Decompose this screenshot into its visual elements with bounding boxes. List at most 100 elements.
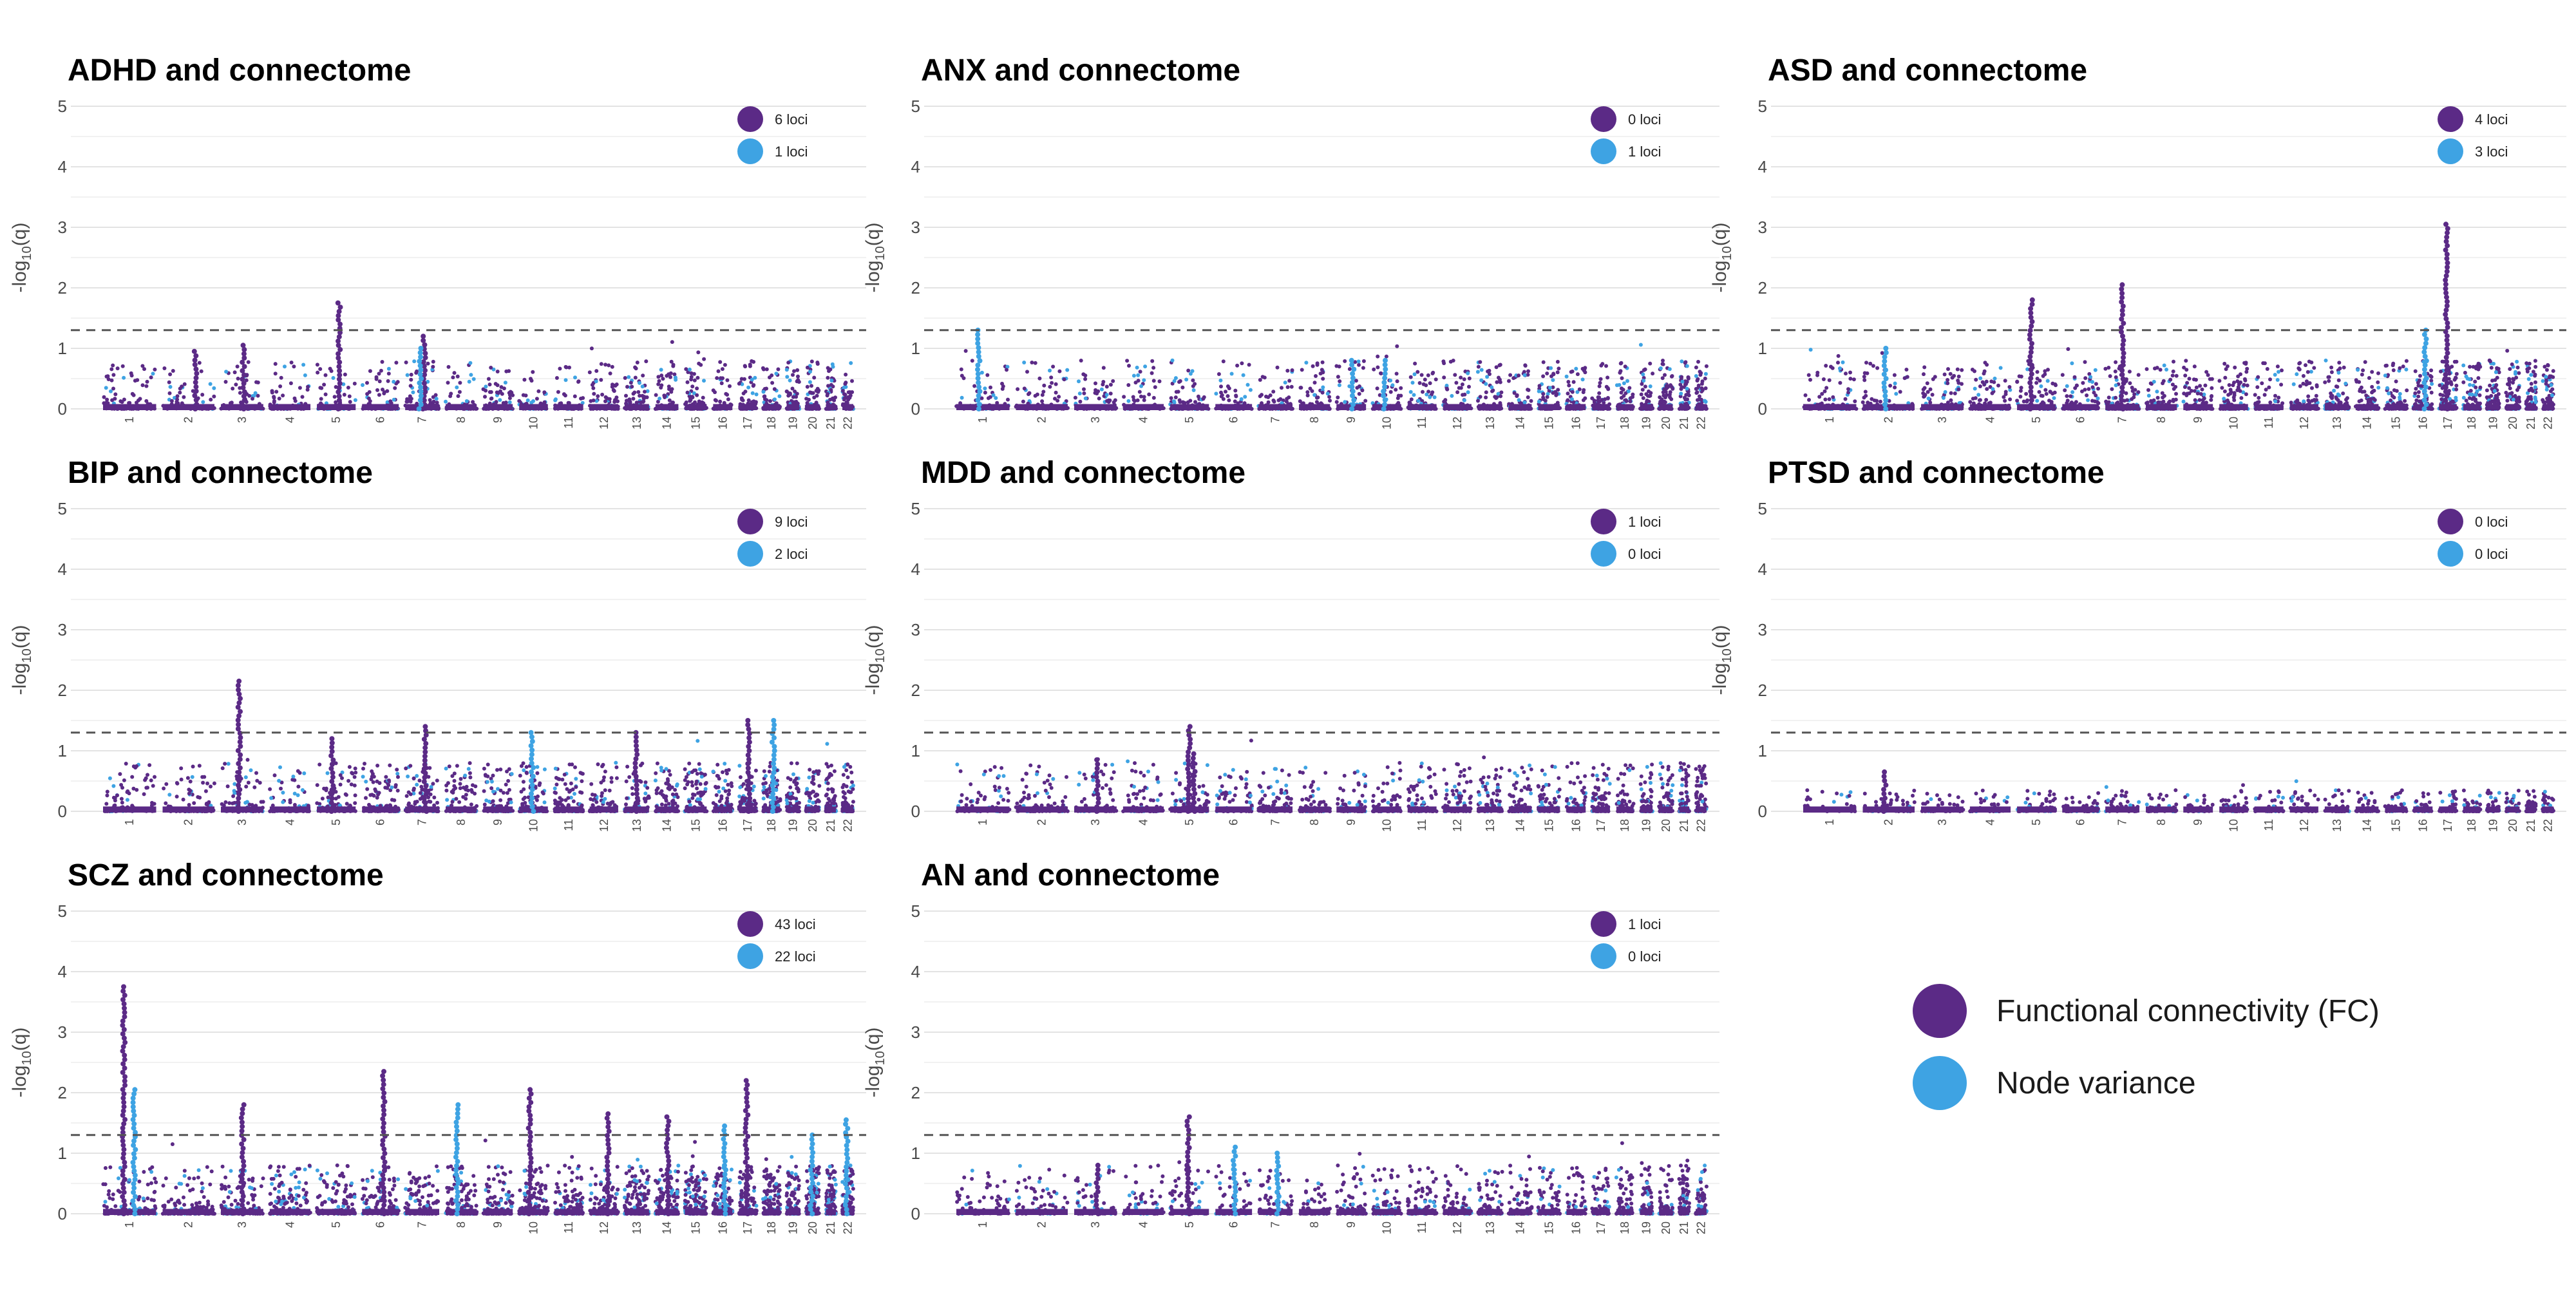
fc-point [1321,391,1325,395]
fc-point [1315,400,1319,404]
fc-point [1556,370,1560,374]
fc-point [2255,385,2259,389]
fc-point [256,381,260,384]
fc-point [1661,362,1665,366]
fc-point [1127,364,1131,368]
fc-point [2015,399,2019,402]
fc-point [2083,360,2087,364]
fc-point [2094,382,2098,386]
fc-point [740,398,744,402]
nv-point [554,397,558,401]
fc-point [2008,397,2012,401]
fc-point [1974,378,1978,382]
nv-point [777,394,781,398]
fc-point [2488,359,2492,363]
fc-point [1193,400,1197,404]
fc-point [669,390,673,394]
fc-point [274,390,278,393]
legend-fc-loci: 6 loci [775,111,808,127]
nv-point [1537,390,1541,393]
fc-point [791,387,795,391]
fc-point [111,364,115,368]
fc-point [2413,391,2417,395]
fc-point [1700,382,1704,386]
fc-point [791,373,795,377]
nv-point [392,398,396,402]
fc-peak-point [193,384,198,390]
fc-point [1320,368,1324,372]
fc-point [2315,394,2318,398]
fc-point [964,349,968,353]
fc-point [330,369,334,373]
fc-point [827,369,831,373]
fc-point [1334,364,1338,368]
fc-point [1418,381,1422,385]
fc-point [742,391,746,395]
fc-point [1233,399,1237,403]
fc-point [701,396,705,400]
fc-point [2371,390,2375,393]
nv-point [1991,387,1995,391]
fc-point [1624,364,1627,368]
nv-peak-point [417,359,422,364]
nv-point [2046,379,2050,383]
x-tick-label: 19 [1640,417,1653,429]
fc-point [2268,400,2272,404]
fc-point [2002,395,2005,399]
fc-point [1269,393,1273,397]
fc-point [2226,364,2230,368]
fc-point [1305,390,1309,394]
y-tick-label: 5 [58,97,67,116]
fc-point [2168,378,2172,382]
fc-point [2184,359,2188,363]
fc-point [2551,375,2555,379]
fc-point [1499,394,1502,398]
fc-point [625,385,629,389]
fc-point [2083,376,2087,380]
nv-point [1809,348,1813,352]
fc-point [153,368,156,372]
fc-point [1396,396,1400,400]
fc-point [1054,391,1058,395]
fc-point [644,359,648,363]
fc-point [2128,381,2132,385]
fc-point [2416,395,2420,399]
fc-point [599,378,603,382]
nv-point [2462,396,2466,400]
nv-point [2515,360,2519,364]
nv-point [472,377,476,381]
nv-point [1105,393,1109,397]
fc-point [1408,404,1437,410]
y-tick-label: 1 [1758,339,1767,358]
fc-peak-point [192,349,197,354]
fc-point [639,400,643,404]
fc-point [274,362,278,366]
fc-point [2171,373,2175,377]
fc-point [737,382,741,386]
nv-peak-point [419,402,424,407]
fc-point [1566,404,1586,410]
fc-point [1946,367,1950,371]
fc-point [1023,386,1027,390]
fc-point [636,361,639,364]
fc-point [2493,378,2497,382]
nv-peak-point [1383,371,1388,376]
fc-point [2531,389,2535,393]
nv-point [2035,399,2039,403]
nv-point [2065,384,2069,388]
fc-point [2276,364,2280,368]
fc-point [1376,355,1379,359]
fc-point [1316,363,1320,367]
fc-point [2034,381,2038,385]
fc-point [2185,381,2189,385]
fc-point [431,365,435,369]
fc-point [1258,378,1262,382]
fc-point [2061,373,2065,377]
fc-point [353,382,357,386]
nv-point [1685,387,1689,391]
fc-point [989,386,992,390]
fc-point [1893,386,1897,390]
fc-point [2533,365,2537,369]
